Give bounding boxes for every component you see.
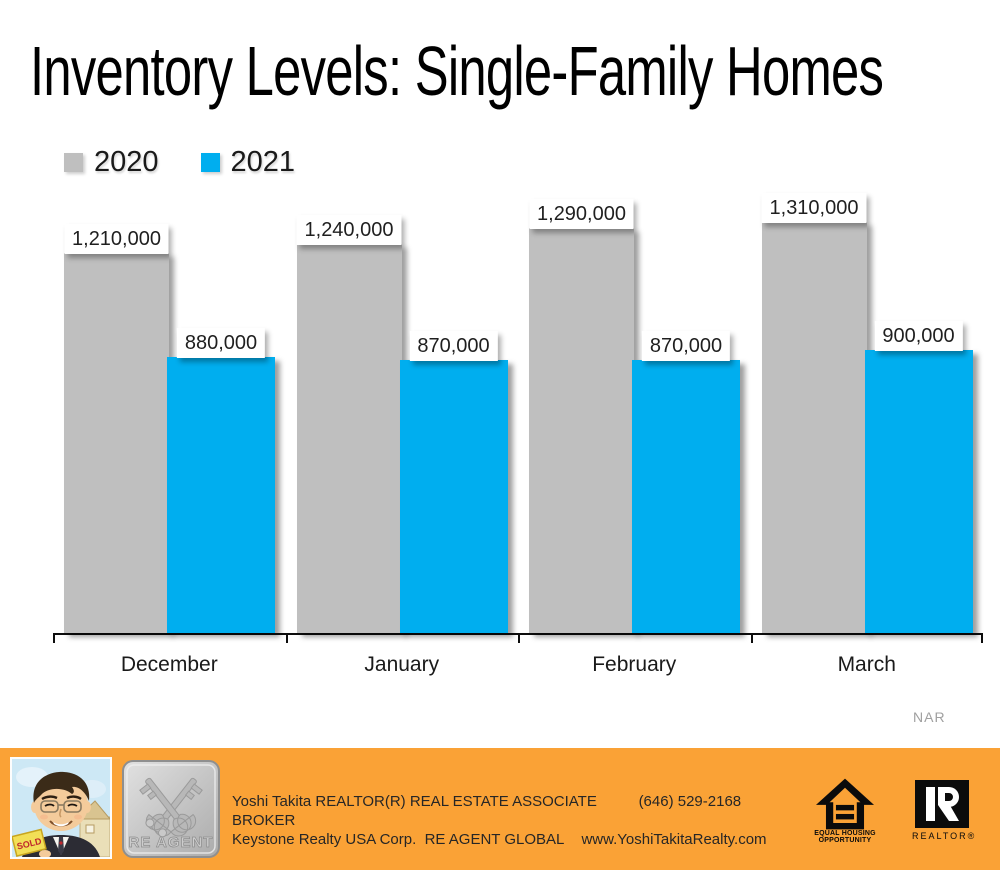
equal-housing-caption-line1: EQUAL HOUSING — [814, 830, 876, 837]
agent-company: Keystone Realty USA Corp. RE AGENT GLOBA… — [232, 831, 565, 848]
data-label-2020-january: 1,240,000 — [296, 215, 402, 245]
contact-row-1: Yoshi Takita REALTOR(R) REAL ESTATE ASSO… — [232, 792, 780, 830]
equal-housing-house-icon — [816, 778, 874, 830]
bar-2021-january — [399, 360, 508, 633]
legend-swatch-2021 — [200, 153, 220, 172]
source-note: NAR — [913, 709, 946, 725]
category-label-january: January — [364, 653, 440, 676]
agent-phone: (646) 529-2168 — [638, 793, 742, 810]
chart-legend: 2020 2021 — [64, 146, 295, 179]
axis-tick-2 — [518, 635, 520, 643]
bar-2020-january — [296, 244, 402, 633]
data-label-2021-january: 870,000 — [409, 331, 498, 361]
category-label-march: March — [837, 653, 896, 676]
legend-label-2020: 2020 — [94, 146, 159, 178]
agent-contact-block: Yoshi Takita REALTOR(R) REAL ESTATE ASSO… — [232, 792, 780, 849]
legend-label-2021: 2021 — [230, 146, 296, 178]
axis-tick-0 — [53, 635, 55, 643]
re-agent-badge: RE AGENT — [121, 759, 221, 859]
equal-housing-logo: EQUAL HOUSING OPPORTUNITY — [810, 778, 880, 850]
data-label-2020-march: 1,310,000 — [761, 193, 867, 223]
data-label-2021-february: 870,000 — [641, 331, 731, 361]
axis-tick-4 — [981, 635, 983, 643]
bar-2020-february — [529, 228, 634, 633]
agent-caricature-photo: SOLD — [10, 757, 112, 859]
axis-tick-3 — [750, 635, 753, 643]
agent-caricature-drawing: SOLD — [11, 759, 112, 858]
data-label-2020-december: 1,210,000 — [64, 224, 169, 254]
page-title: Inventory Levels: Single-Family Homes — [30, 34, 1000, 108]
axis-tick-1 — [285, 635, 288, 643]
bar-2021-december — [167, 357, 275, 633]
bar-2021-march — [864, 350, 973, 633]
realtor-caption: REALTOR® — [912, 831, 977, 841]
equal-housing-caption-line2: OPPORTUNITY — [818, 837, 872, 844]
category-label-february: February — [592, 653, 677, 676]
data-label-2021-december: 880,000 — [176, 328, 266, 358]
bar-2020-march — [761, 222, 867, 633]
legend-item-2020: 2020 — [64, 146, 159, 179]
contact-row-2: Keystone Realty USA Corp. RE AGENT GLOBA… — [232, 830, 780, 849]
category-label-december: December — [120, 653, 218, 676]
realtor-logo: REALTOR® — [912, 780, 977, 841]
footer-banner: SOLD — [0, 748, 1000, 870]
legend-item-2021: 2021 — [200, 146, 296, 179]
agent-website: www.YoshiTakitaRealty.com — [581, 831, 767, 848]
legend-swatch-2020 — [64, 153, 83, 172]
crossed-keys-icon: RE AGENT — [122, 760, 220, 858]
data-label-2021-march: 900,000 — [874, 321, 963, 351]
re-agent-badge-label: RE AGENT — [129, 834, 214, 851]
bar-2020-december — [64, 253, 169, 633]
agent-name-title: Yoshi Takita REALTOR(R) REAL ESTATE ASSO… — [232, 793, 602, 829]
data-label-2020-february: 1,290,000 — [529, 199, 634, 229]
page-title-text: Inventory Levels: Single-Family Homes — [30, 32, 884, 110]
bar-2021-february — [632, 360, 740, 633]
realtor-r-icon — [915, 780, 969, 828]
chart-area: 1,210,000 880,000 December 1,240,000 870,000… — [53, 190, 983, 676]
